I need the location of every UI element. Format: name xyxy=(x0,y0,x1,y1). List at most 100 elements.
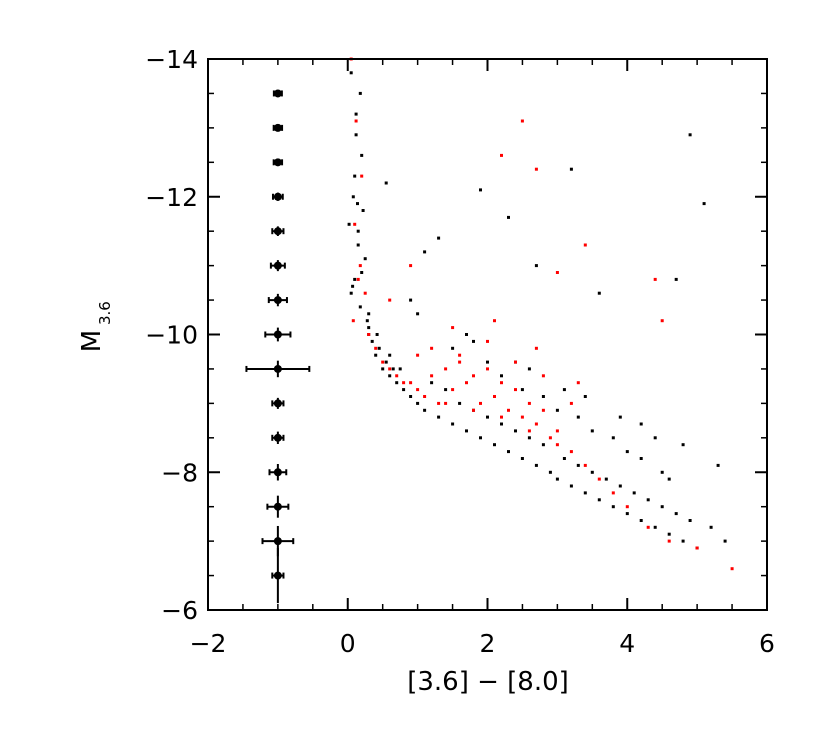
x-tick-labels: −2 0 2 4 6 xyxy=(190,629,775,658)
scatter-point xyxy=(354,133,358,137)
series-red-points xyxy=(349,57,734,571)
scatter-point xyxy=(358,305,362,309)
scatter-point xyxy=(472,408,475,412)
scatter-point xyxy=(363,291,367,295)
scatter-point xyxy=(639,519,643,522)
scatter-point xyxy=(576,463,580,467)
scatter-point xyxy=(465,429,468,433)
scatter-point xyxy=(667,477,671,481)
scatter-point xyxy=(730,567,734,571)
scatter-point xyxy=(458,353,462,357)
scatter-point xyxy=(555,443,559,447)
scatter-point xyxy=(402,381,406,385)
scatter-point xyxy=(534,167,538,171)
scatter-point xyxy=(681,539,685,543)
scatter-point xyxy=(562,457,566,460)
scatter-point xyxy=(507,215,510,219)
scatter-point xyxy=(667,532,671,536)
scatter-point xyxy=(358,91,362,95)
scatter-point xyxy=(347,222,351,226)
error-bar-column xyxy=(245,89,311,604)
scatter-point xyxy=(351,195,355,199)
scatter-point xyxy=(356,277,360,281)
scatter-point xyxy=(388,353,392,357)
scatter-point xyxy=(351,284,355,288)
scatter-point xyxy=(472,374,475,378)
scatter-point xyxy=(416,388,420,392)
scatter-point xyxy=(611,436,615,440)
scatter-point xyxy=(534,346,538,350)
scatter-point xyxy=(486,367,489,371)
scatter-point xyxy=(479,188,482,192)
scatter-point xyxy=(388,298,392,302)
scatter-point xyxy=(356,229,360,233)
y-tick-labels: −14 −12 −10 −8 −6 xyxy=(145,45,198,625)
scatter-point xyxy=(398,367,402,371)
scatter-point xyxy=(356,202,359,206)
scatter-point xyxy=(370,339,374,343)
scatter-point xyxy=(375,333,379,336)
x-tick-label: 6 xyxy=(759,629,775,658)
scatter-point xyxy=(625,512,629,516)
scatter-point xyxy=(395,374,399,378)
scatter-point xyxy=(381,367,385,371)
scatter-point xyxy=(541,395,545,398)
scatter-point xyxy=(569,450,573,454)
scatter-point xyxy=(493,395,496,398)
y-tick-label: −12 xyxy=(145,183,198,212)
scatter-point xyxy=(458,401,462,405)
scatter-point xyxy=(458,360,462,364)
y-axis-label-sub: 3.6 xyxy=(96,301,114,325)
scatter-point xyxy=(423,395,427,398)
x-tick-label: 4 xyxy=(619,629,635,658)
scatter-point xyxy=(527,429,531,433)
scatter-point xyxy=(465,381,468,385)
scatter-point xyxy=(365,319,369,323)
y-tick-label: −14 xyxy=(145,45,198,74)
scatter-point xyxy=(597,498,601,502)
scatter-point xyxy=(723,539,727,543)
scatter-point xyxy=(514,429,517,433)
scatter-point xyxy=(384,181,388,185)
y-tick-label: −8 xyxy=(161,458,198,487)
scatter-point xyxy=(416,312,420,316)
scatter-point xyxy=(555,477,559,481)
scatter-point xyxy=(465,333,468,336)
axis-ticks xyxy=(207,58,768,611)
scatter-point xyxy=(354,112,358,116)
scatter-point xyxy=(597,291,601,295)
scatter-point xyxy=(688,133,692,137)
scatter-point xyxy=(555,408,559,412)
scatter-point xyxy=(639,422,643,426)
error-bar xyxy=(264,327,292,342)
scatter-point xyxy=(353,174,357,178)
scatter-point xyxy=(534,264,538,268)
scatter-point xyxy=(653,277,657,281)
scatter-point xyxy=(367,326,371,330)
scatter-point xyxy=(353,277,357,281)
scatter-point xyxy=(569,484,573,488)
scatter-point xyxy=(674,512,678,516)
scatter-point xyxy=(514,360,517,364)
scatter-point xyxy=(356,243,360,247)
scatter-point xyxy=(611,505,615,509)
scatter-point xyxy=(520,415,524,419)
plot-frame xyxy=(207,58,768,611)
error-bar xyxy=(271,192,284,201)
scatter-point xyxy=(363,257,367,261)
y-axis-label: M 3.6 xyxy=(77,301,114,352)
scatter-point xyxy=(597,477,601,481)
scatter-point xyxy=(541,374,545,378)
scatter-point xyxy=(416,353,420,357)
scatter-point xyxy=(361,209,365,212)
scatter-point xyxy=(674,277,678,281)
scatter-point xyxy=(444,388,448,392)
scatter-point xyxy=(486,339,489,343)
error-bar xyxy=(266,495,290,518)
x-tick-label: −2 xyxy=(190,629,227,658)
scatter-point xyxy=(349,71,353,75)
scatter-point xyxy=(527,436,531,440)
scatter-point xyxy=(562,388,566,392)
x-axis-label: [3.6] − [8.0] xyxy=(407,667,569,697)
